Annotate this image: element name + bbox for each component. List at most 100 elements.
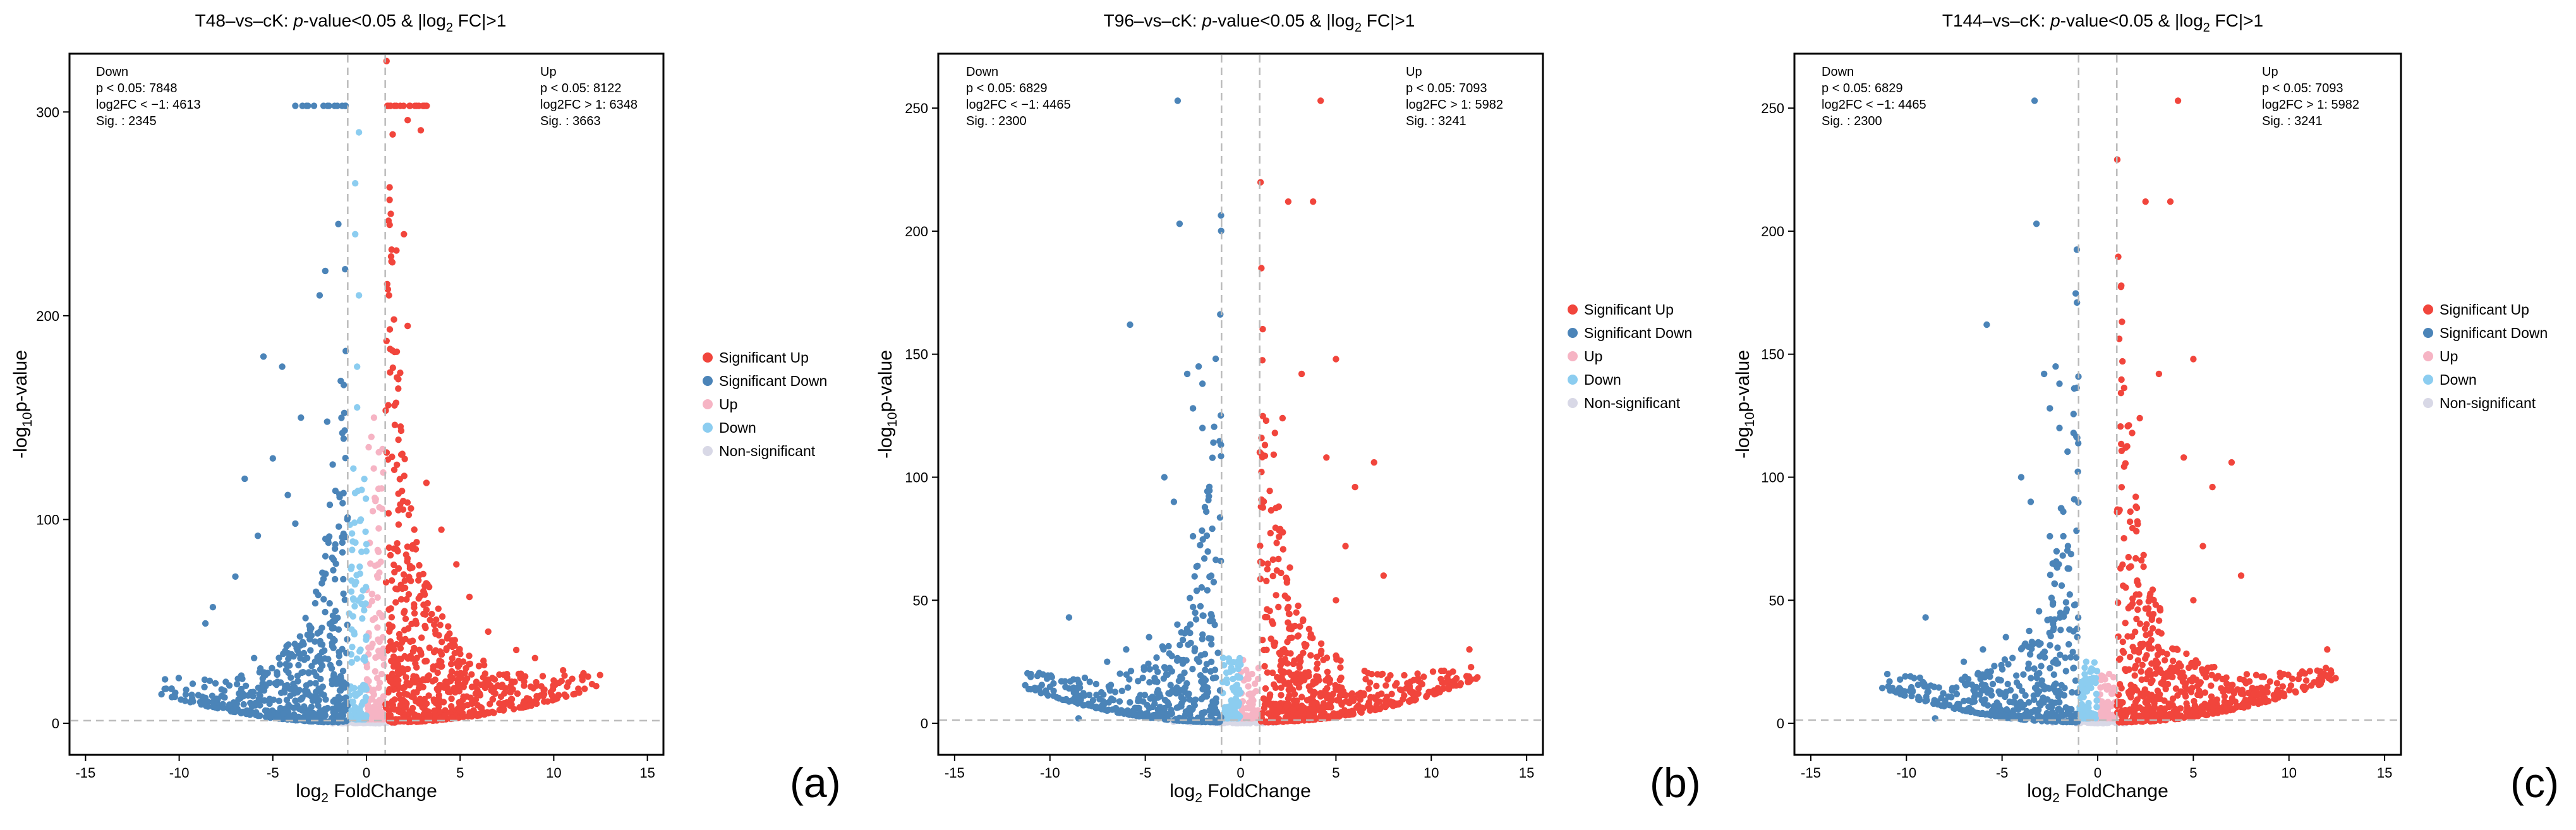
- point-sig-down: [2055, 693, 2062, 701]
- point-sig-up: [384, 286, 392, 293]
- point-sig-down: [274, 713, 281, 721]
- y-tick-label: 100: [36, 512, 59, 527]
- legend-marker-sig-down: [703, 376, 713, 386]
- point-down: [348, 698, 356, 706]
- point-sig-down: [1067, 678, 1074, 685]
- point-down: [2093, 704, 2100, 711]
- point-sig-up: [385, 402, 392, 409]
- point-sig-down: [1174, 621, 1181, 628]
- point-down: [363, 686, 370, 693]
- point-sig-down: [322, 706, 329, 713]
- point-sig-up: [413, 664, 420, 671]
- point-sig-down: [1203, 661, 1211, 668]
- point-sig-down: [339, 534, 346, 541]
- point-sig-up: [1324, 704, 1332, 711]
- point-sig-up: [1414, 670, 1421, 677]
- point-sig-up: [1350, 709, 1357, 716]
- point-sig-down: [178, 696, 184, 703]
- point-sig-up: [555, 692, 562, 699]
- point-sig-up: [514, 690, 521, 697]
- point-sig-up: [2186, 664, 2192, 671]
- point-sig-up: [2142, 198, 2149, 205]
- point-sig-down: [255, 695, 262, 702]
- point-down: [357, 516, 365, 523]
- point-sig-up: [1406, 689, 1414, 695]
- point-sig-down: [1170, 498, 1178, 505]
- point-sig-down: [1207, 572, 1215, 579]
- point-sig-down: [1989, 680, 1997, 688]
- point-sig-down: [2049, 560, 2056, 567]
- point-sig-down: [300, 641, 307, 648]
- point-sig-up: [466, 593, 473, 601]
- point-sig-up: [2132, 629, 2139, 635]
- point-sig-down: [1076, 684, 1084, 692]
- point-sig-down: [1162, 665, 1169, 672]
- point-sig-up: [1338, 684, 1345, 691]
- point-up: [375, 653, 382, 660]
- point-sig-up: [1293, 697, 1300, 704]
- point-sig-down: [1218, 452, 1225, 460]
- point-sig-down: [1114, 706, 1121, 714]
- point-sig-down: [292, 102, 299, 109]
- point-down: [2076, 705, 2084, 712]
- point-sig-down: [2054, 644, 2061, 651]
- point-sig-down: [1176, 642, 1183, 649]
- point-down: [351, 629, 358, 636]
- point-sig-down: [2074, 634, 2081, 641]
- point-sig-down: [1922, 614, 1929, 621]
- point-sig-down: [1210, 439, 1217, 446]
- point-sig-up: [2132, 503, 2139, 510]
- point-sig-down: [2033, 671, 2041, 678]
- point-sig-down: [1218, 227, 1225, 234]
- point-sig-down: [2028, 675, 2035, 682]
- point-sig-up: [2118, 447, 2126, 454]
- point-sig-up: [449, 714, 456, 721]
- point-sig-up: [2156, 666, 2163, 673]
- y-axis-ticks: 0 50 100 150 200 250: [1761, 100, 1794, 731]
- point-sig-up: [456, 682, 464, 689]
- point-sig-down: [2062, 599, 2070, 606]
- point-sig-up: [1269, 669, 1276, 677]
- panel-label-c: (c): [2510, 759, 2559, 806]
- point-sig-up: [2117, 390, 2125, 397]
- point-sig-up: [2120, 384, 2127, 392]
- point-sig-up: [404, 555, 411, 562]
- legend-marker-nonsig: [703, 446, 713, 456]
- point-sig-up: [463, 665, 469, 672]
- x-tick-label: -10: [1896, 765, 1916, 781]
- point-sig-up: [1423, 693, 1430, 701]
- point-sig-up: [2134, 577, 2141, 584]
- point-sig-down: [198, 693, 206, 701]
- point-sig-up: [386, 628, 393, 635]
- point-sig-up: [1317, 640, 1325, 647]
- point-sig-up: [2136, 599, 2143, 606]
- point-sig-up: [1275, 503, 1283, 510]
- point-sig-up: [459, 658, 467, 665]
- point-sig-down: [2013, 672, 2020, 679]
- point-sig-up: [531, 654, 538, 662]
- point-sig-up: [521, 682, 528, 689]
- y-tick-label: 0: [52, 716, 59, 731]
- point-sig-down: [1116, 698, 1123, 705]
- volcano-chart-c: T144–vs–cK: p-value<0.05 & |log2 FC|>1 -…: [1732, 11, 2559, 806]
- point-sig-up: [495, 682, 502, 690]
- x-tick-label: 10: [546, 765, 561, 781]
- point-sig-up: [1365, 699, 1372, 706]
- point-sig-down: [1211, 709, 1218, 717]
- point-sig-down: [1140, 666, 1147, 673]
- point-sig-down: [261, 697, 268, 704]
- point-sig-up: [387, 253, 395, 260]
- point-sig-up: [1370, 694, 1377, 701]
- point-sig-down: [291, 641, 298, 647]
- point-sig-up: [399, 488, 406, 495]
- point-sig-down: [1174, 97, 1182, 104]
- point-sig-down: [2024, 665, 2032, 672]
- point-sig-up: [1472, 675, 1480, 682]
- y-tick-label: 150: [905, 347, 928, 363]
- point-sig-up: [400, 102, 407, 109]
- point-sig-up: [1310, 689, 1318, 695]
- point-sig-down: [175, 675, 183, 682]
- point-sig-up: [488, 687, 495, 694]
- point-sig-down: [1036, 685, 1043, 692]
- point-sig-up: [2127, 508, 2134, 515]
